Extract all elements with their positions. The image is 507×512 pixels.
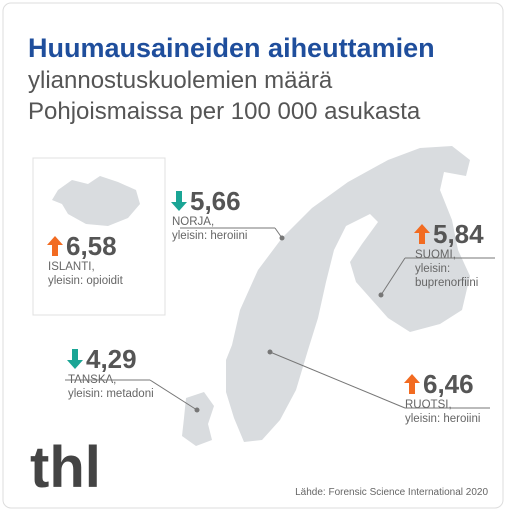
country-name: NORJA, [172,216,214,228]
common-drug: yleisin: opioidit [48,275,124,287]
logo: thl [30,435,101,500]
denmark-shape [182,392,214,446]
common-drug: yleisin: heroiini [405,413,480,425]
value: 5,84 [433,219,484,249]
value: 6,46 [423,369,474,399]
value: 6,58 [66,231,117,261]
scandinavia-shape [226,146,470,442]
trend-arrow [404,374,420,394]
trend-arrow [67,349,83,369]
common-drug: buprenorfiini [415,277,478,289]
leader-dot [194,407,200,413]
leader-dot [378,292,384,298]
leader-dot [267,349,273,355]
common-drug: yleisin: [415,263,450,275]
leader-dot [279,235,285,241]
subtitle: yliannostuskuolemien määrä [28,67,333,94]
subtitle: Pohjoismaissa per 100 000 asukasta [28,98,421,125]
source: Lähde: Forensic Science International 20… [295,487,488,498]
title: Huumausaineiden aiheuttamien [28,33,435,63]
trend-arrow [47,236,63,256]
country-name: ISLANTI, [48,261,95,273]
leader-line [269,351,406,409]
value: 5,66 [190,186,241,216]
trend-arrow [414,224,430,244]
leader-line [380,257,406,296]
country-name: RUOTSI, [405,399,452,411]
iceland-shape [52,176,140,226]
common-drug: yleisin: metadoni [68,388,154,400]
trend-arrow [171,191,187,211]
common-drug: yleisin: heroiini [172,230,247,242]
leader-line [149,379,198,411]
country-name: SUOMI, [415,249,456,261]
value: 4,29 [86,344,137,374]
